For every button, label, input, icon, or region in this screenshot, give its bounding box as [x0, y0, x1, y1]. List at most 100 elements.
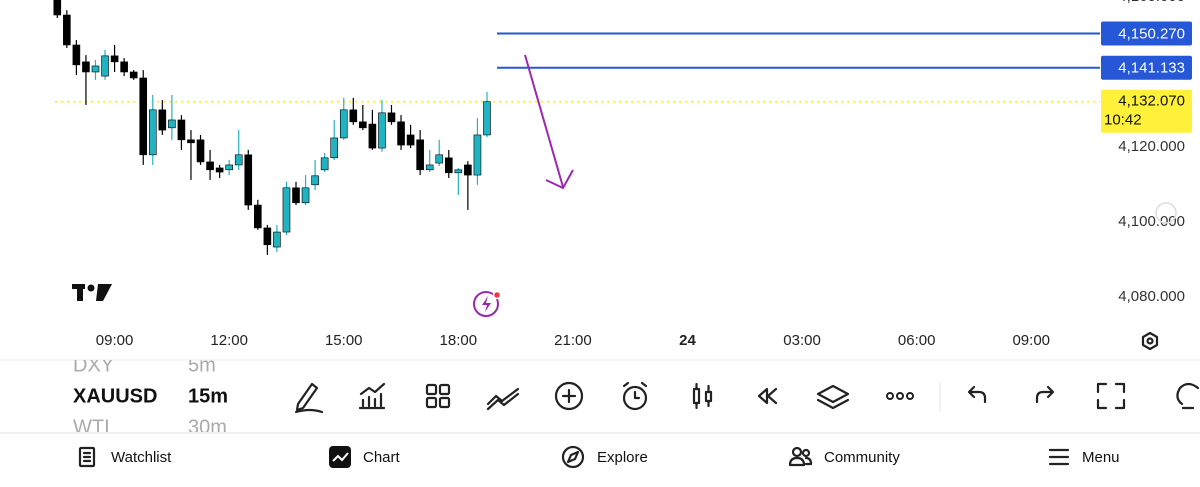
candle-body — [473, 134, 482, 176]
candle-body — [63, 14, 71, 46]
nav-label[interactable]: Menu — [1082, 449, 1120, 466]
candle-body — [416, 139, 424, 171]
candle-body — [225, 164, 233, 171]
y-tick-label: 4,080.000 — [1118, 288, 1185, 305]
candle-body — [397, 121, 405, 146]
y-tick-label: 4,160.000 — [1118, 0, 1185, 5]
price-line-label: 4,141.133 — [1118, 60, 1185, 77]
candle-body — [282, 187, 291, 233]
candle-body — [339, 109, 348, 139]
candle-body — [368, 123, 377, 149]
candle-body — [196, 139, 205, 163]
nav-label[interactable]: Chart — [363, 449, 401, 466]
nav-label[interactable]: Community — [824, 449, 900, 466]
toolbar — [294, 381, 1200, 414]
symbol-interval[interactable]: 30m — [188, 416, 227, 438]
candle-body — [254, 204, 262, 229]
candle-body — [53, 0, 62, 16]
last-price-box — [1101, 89, 1192, 133]
candle-body — [425, 164, 434, 171]
candle-body — [320, 157, 329, 171]
candle-body — [215, 167, 224, 173]
settings-button[interactable] — [1141, 331, 1159, 351]
candle-body — [187, 139, 195, 144]
price-line-label: 4,150.270 — [1118, 25, 1185, 42]
price-line-label-box — [1101, 55, 1192, 80]
candle-body — [244, 154, 253, 206]
price-axis: 4,080.000 4,100.000 4,120.000 4,160.000 — [1118, 0, 1185, 305]
candle-body — [483, 101, 491, 136]
x-tick-label: 09:00 — [1012, 332, 1050, 349]
time-axis: 09:00 12:00 15:00 18:00 21:00 24 03:00 06:00 09:… — [96, 332, 1050, 349]
candle-body — [168, 119, 176, 129]
lightning-button[interactable] — [473, 290, 502, 317]
candle-body — [454, 169, 463, 174]
candle-body — [378, 112, 386, 149]
candle-body — [158, 109, 167, 131]
candle-body — [82, 61, 90, 73]
symbol-name[interactable]: WTI — [73, 416, 110, 438]
fullscreen[interactable] — [1096, 382, 1126, 410]
candle-body — [234, 154, 243, 166]
candle-body — [406, 134, 415, 146]
candle-body — [120, 61, 128, 73]
price-line-label-box — [1101, 21, 1192, 46]
chart-icon[interactable] — [329, 446, 351, 468]
candle-body — [72, 44, 81, 66]
candle-body — [359, 121, 367, 129]
explore-icon[interactable] — [561, 445, 585, 469]
redo[interactable] — [1035, 385, 1055, 404]
symbol-list[interactable]: DXY 5m XAUUSD 15m WTI 30m — [73, 354, 228, 438]
x-tick-label: 06:00 — [898, 332, 936, 349]
symbol-name[interactable]: DXY — [73, 354, 114, 376]
menu-icon[interactable] — [1048, 448, 1070, 466]
x-tick-label: 03:00 — [783, 332, 821, 349]
x-tick-label: 18:00 — [440, 332, 478, 349]
candle-body — [349, 109, 358, 123]
layouts[interactable] — [425, 383, 451, 409]
x-tick-label: 21:00 — [554, 332, 592, 349]
bar-style[interactable] — [692, 382, 713, 410]
x-tick-label: 12:00 — [210, 332, 248, 349]
candle-body — [301, 187, 310, 204]
candle-body — [435, 154, 444, 164]
nav-label[interactable]: Explore — [597, 449, 648, 466]
compare[interactable] — [486, 387, 520, 411]
undo[interactable] — [967, 385, 987, 404]
countdown: 10:42 — [1104, 112, 1142, 129]
nav-label[interactable]: Watchlist — [111, 449, 172, 466]
bottom-nav: Watchlist Chart Explore Community Menu — [111, 449, 1120, 466]
x-tick-label: 15:00 — [325, 332, 363, 349]
candle-body — [110, 55, 119, 63]
y-tick-label: 4,100.000 — [1118, 213, 1185, 230]
candle-body — [177, 119, 186, 141]
candle-body — [101, 55, 109, 77]
replay[interactable] — [757, 387, 778, 405]
plot-area — [53, 0, 1100, 255]
candle-body — [263, 227, 272, 246]
candle-body — [129, 71, 138, 79]
last-price-label: 4,132.070 — [1118, 93, 1185, 110]
indicators[interactable] — [358, 382, 386, 410]
x-tick-label: 24 — [679, 332, 696, 349]
x-tick-label: 09:00 — [96, 332, 134, 349]
alert[interactable] — [622, 381, 648, 411]
draw-tool[interactable] — [294, 382, 324, 414]
add[interactable] — [554, 381, 584, 411]
more[interactable] — [886, 392, 914, 400]
symbol-interval[interactable]: 5m — [188, 354, 216, 376]
scroll-handle[interactable] — [1155, 202, 1177, 224]
community-icon[interactable] — [788, 446, 813, 467]
logo — [72, 284, 112, 301]
candle-body — [206, 161, 214, 171]
candle-body — [464, 164, 472, 176]
ideas[interactable] — [1176, 382, 1200, 410]
candle-body — [148, 109, 157, 156]
watchlist-icon[interactable] — [78, 446, 96, 468]
symbol-interval[interactable]: 15m — [188, 385, 228, 407]
symbol-name[interactable]: XAUUSD — [73, 385, 157, 407]
layers[interactable] — [816, 384, 850, 410]
candle-body — [292, 187, 300, 204]
candle-body — [139, 77, 148, 156]
